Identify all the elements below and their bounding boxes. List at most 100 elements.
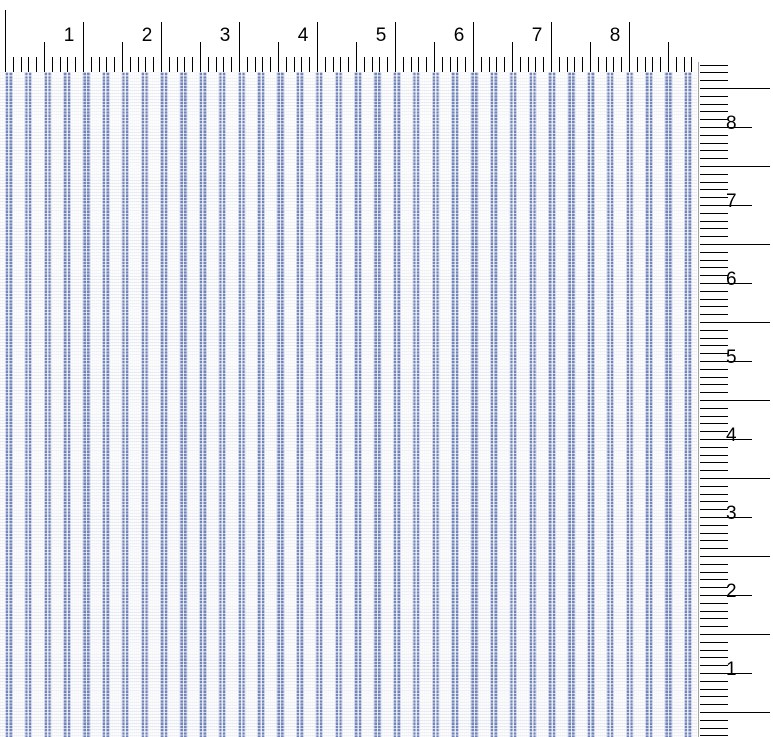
ruler-label: 8 bbox=[726, 113, 737, 134]
ruler-minor-tick bbox=[231, 57, 232, 72]
ruler-minor-tick bbox=[372, 57, 373, 72]
ruler-minor-tick bbox=[700, 392, 728, 393]
ruler-minor-tick bbox=[700, 494, 728, 495]
ruler-minor-tick bbox=[418, 57, 419, 72]
ruler-minor-tick bbox=[684, 57, 685, 72]
ruler-minor-tick bbox=[700, 236, 728, 237]
ruler-minor-tick bbox=[60, 57, 61, 72]
ruler-half-tick bbox=[700, 673, 752, 674]
ruler-minor-tick bbox=[700, 423, 728, 424]
ruler-minor-tick bbox=[582, 57, 583, 72]
ruler-minor-tick bbox=[700, 587, 728, 588]
ruler-minor-tick bbox=[700, 80, 728, 81]
ruler-minor-tick bbox=[645, 57, 646, 72]
ruler-minor-tick bbox=[613, 57, 614, 72]
ruler-minor-tick bbox=[652, 57, 653, 72]
ruler-major-tick bbox=[5, 10, 6, 72]
ruler-minor-tick bbox=[387, 57, 388, 72]
ruler-minor-tick bbox=[364, 57, 365, 72]
ruler-minor-tick bbox=[700, 540, 728, 541]
ruler-minor-tick bbox=[700, 174, 728, 175]
ruler-minor-tick bbox=[184, 57, 185, 72]
ruler-minor-tick bbox=[496, 57, 497, 72]
ruler-major-tick bbox=[700, 166, 770, 167]
ruler-minor-tick bbox=[700, 431, 728, 432]
ruler-minor-tick bbox=[223, 57, 224, 72]
horizontal-ruler: 1 2 3 4 5 6 7 8 bbox=[0, 0, 700, 72]
ruler-major-tick bbox=[700, 322, 770, 323]
ruler-minor-tick bbox=[247, 57, 248, 72]
ruler-minor-tick bbox=[700, 572, 728, 573]
ruler-minor-tick bbox=[700, 197, 728, 198]
ruler-minor-tick bbox=[700, 447, 728, 448]
ruler-minor-tick bbox=[91, 57, 92, 72]
ruler-minor-tick bbox=[621, 57, 622, 72]
ruler-minor-tick bbox=[294, 57, 295, 72]
ruler-major-tick bbox=[83, 22, 84, 72]
ruler-minor-tick bbox=[28, 57, 29, 72]
ruler-minor-tick bbox=[325, 57, 326, 72]
ruler-minor-tick bbox=[598, 57, 599, 72]
ruler-minor-tick bbox=[700, 657, 728, 658]
ruler-minor-tick bbox=[457, 57, 458, 72]
ruler-minor-tick bbox=[700, 548, 728, 549]
ruler-major-tick bbox=[700, 88, 770, 89]
ruler-minor-tick bbox=[340, 57, 341, 72]
ruler-major-tick bbox=[629, 22, 630, 72]
ruler-minor-tick bbox=[700, 267, 728, 268]
ruler-minor-tick bbox=[504, 57, 505, 72]
ruler-minor-tick bbox=[660, 57, 661, 72]
ruler-minor-tick bbox=[700, 221, 728, 222]
ruler-major-tick bbox=[395, 22, 396, 72]
ruler-half-tick bbox=[200, 42, 201, 72]
ruler-minor-tick bbox=[700, 470, 728, 471]
ruler-minor-tick bbox=[255, 57, 256, 72]
ruler-minor-tick bbox=[700, 650, 728, 651]
ruler-minor-tick bbox=[442, 57, 443, 72]
ruler-minor-tick bbox=[130, 57, 131, 72]
ruler-label: 6 bbox=[726, 269, 737, 290]
ruler-half-tick bbox=[700, 205, 752, 206]
ruler-minor-tick bbox=[700, 462, 728, 463]
ruler-half-tick bbox=[590, 42, 591, 72]
ruler-minor-tick bbox=[21, 57, 22, 72]
ruler-minor-tick bbox=[700, 486, 728, 487]
ruler-major-tick bbox=[700, 478, 770, 479]
ruler-minor-tick bbox=[700, 291, 728, 292]
ruler-minor-tick bbox=[700, 338, 728, 339]
ruler-label: 4 bbox=[726, 425, 737, 446]
ruler-minor-tick bbox=[99, 57, 100, 72]
ruler-minor-tick bbox=[106, 57, 107, 72]
ruler-minor-tick bbox=[700, 143, 728, 144]
ruler-minor-tick bbox=[301, 57, 302, 72]
ruler-minor-tick bbox=[700, 618, 728, 619]
ruler-minor-tick bbox=[700, 735, 728, 736]
ruler-minor-tick bbox=[700, 533, 728, 534]
ruler-minor-tick bbox=[700, 182, 728, 183]
ruler-minor-tick bbox=[700, 626, 728, 627]
ruler-minor-tick bbox=[691, 57, 692, 72]
ruler-minor-tick bbox=[700, 72, 728, 73]
ruler-minor-tick bbox=[700, 603, 728, 604]
ruler-label: 5 bbox=[726, 347, 737, 368]
ruler-minor-tick bbox=[286, 57, 287, 72]
ruler-minor-tick bbox=[700, 728, 728, 729]
ruler-minor-tick bbox=[700, 369, 728, 370]
ruler-minor-tick bbox=[67, 57, 68, 72]
ruler-label: 2 bbox=[726, 581, 737, 602]
ruler-label: 3 bbox=[219, 25, 231, 46]
ruler-half-tick bbox=[668, 42, 669, 72]
fabric-swatch bbox=[0, 72, 697, 737]
ruler-minor-tick bbox=[153, 57, 154, 72]
ruler-minor-tick bbox=[411, 57, 412, 72]
ruler-minor-tick bbox=[169, 57, 170, 72]
ruler-half-tick bbox=[700, 439, 752, 440]
ruler-minor-tick bbox=[379, 57, 380, 72]
ruler-minor-tick bbox=[700, 689, 728, 690]
ruler-minor-tick bbox=[700, 111, 728, 112]
ruler-half-tick bbox=[700, 517, 752, 518]
ruler-minor-tick bbox=[700, 158, 728, 159]
ruler-half-tick bbox=[44, 42, 45, 72]
ruler-minor-tick bbox=[700, 353, 728, 354]
ruler-half-tick bbox=[434, 42, 435, 72]
